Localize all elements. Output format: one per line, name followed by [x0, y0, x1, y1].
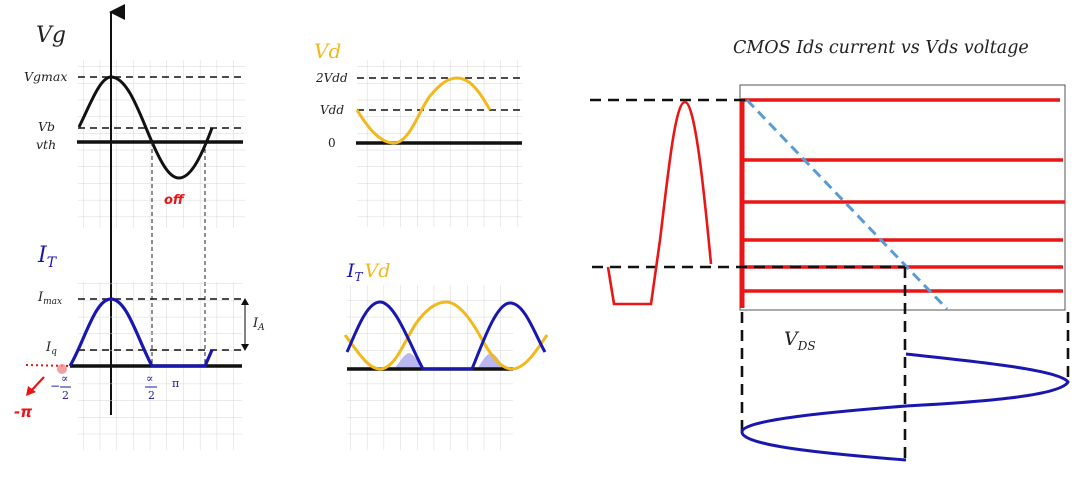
alpha-numerator: ∝ — [146, 372, 153, 385]
overlap-shade-right — [477, 353, 505, 369]
vg-title: Vg — [36, 23, 66, 48]
it-wave-curve — [345, 300, 547, 371]
load-line — [745, 98, 949, 311]
imax-main: I — [37, 290, 44, 305]
it-title-sub: T — [47, 255, 58, 271]
it-title-main: I — [37, 243, 48, 268]
red-arrow-head — [26, 386, 36, 396]
ia-arrow-head-bottom — [241, 344, 249, 351]
overlap-shade-left — [394, 353, 424, 369]
it-vd-title: IT Vd — [346, 260, 390, 284]
ia-main: I — [252, 316, 259, 331]
vg-panel: Vg Vgmax Vb vth off — [24, 4, 245, 415]
off-annotation: off — [164, 193, 185, 208]
it-vd-panel: IT Vd — [343, 260, 549, 450]
it-label-sub: T — [355, 270, 364, 284]
ia-sub: A — [257, 323, 265, 333]
vd-sine-curve — [355, 76, 492, 145]
imax-label: Imax — [37, 290, 62, 307]
vdd-label: Vdd — [320, 103, 344, 117]
neg-alpha-numerator: ∝ — [61, 372, 68, 385]
two-vdd-label: 2Vdd — [315, 71, 348, 85]
it-panel: IT Imax Iq IA − ∝ 2 ∝ 2 π -π — [14, 243, 265, 450]
vds-output-wave — [740, 352, 1070, 462]
iq-sub: q — [51, 347, 57, 357]
it-current-curve — [68, 297, 214, 368]
vgmax-label: Vgmax — [24, 69, 67, 84]
vg-sine-curve — [77, 75, 214, 180]
vg-grid — [78, 60, 245, 228]
it-title: IT — [37, 243, 58, 271]
cmos-panel: CMOS Ids current vs Vds voltage VDS — [590, 38, 1070, 462]
vd-panel: Vd 2Vdd Vdd 0 — [314, 39, 522, 227]
vds-sub: DS — [797, 339, 816, 353]
vb-label: Vb — [38, 119, 55, 134]
neg-pi-annotation: -π — [14, 403, 32, 421]
ia-arrow-head-top — [241, 298, 249, 305]
it-label-main: I — [346, 260, 355, 282]
imax-sub: max — [43, 297, 62, 307]
neg-alpha-sign: − — [50, 379, 60, 393]
cmos-title: CMOS Ids current vs Vds voltage — [733, 38, 1029, 58]
zero-label: 0 — [328, 136, 336, 150]
vds-label: VDS — [784, 328, 816, 353]
alpha-denominator: 2 — [148, 389, 155, 402]
vd-wave-curve — [343, 300, 549, 371]
vd-title: Vd — [314, 39, 341, 63]
red-cursor-dot — [57, 364, 67, 374]
vd-label: Vd — [365, 260, 391, 282]
neg-alpha-denominator: 2 — [62, 389, 69, 402]
iq-main: I — [45, 340, 52, 355]
vds-main: V — [784, 328, 800, 350]
gate-voltage-pulse — [606, 100, 713, 306]
pi-label: π — [172, 377, 179, 390]
ia-label: IA — [252, 316, 265, 333]
iq-label: Iq — [45, 340, 57, 357]
vth-label: vth — [36, 137, 56, 152]
ids-vds-plot-frame — [739, 84, 1066, 311]
